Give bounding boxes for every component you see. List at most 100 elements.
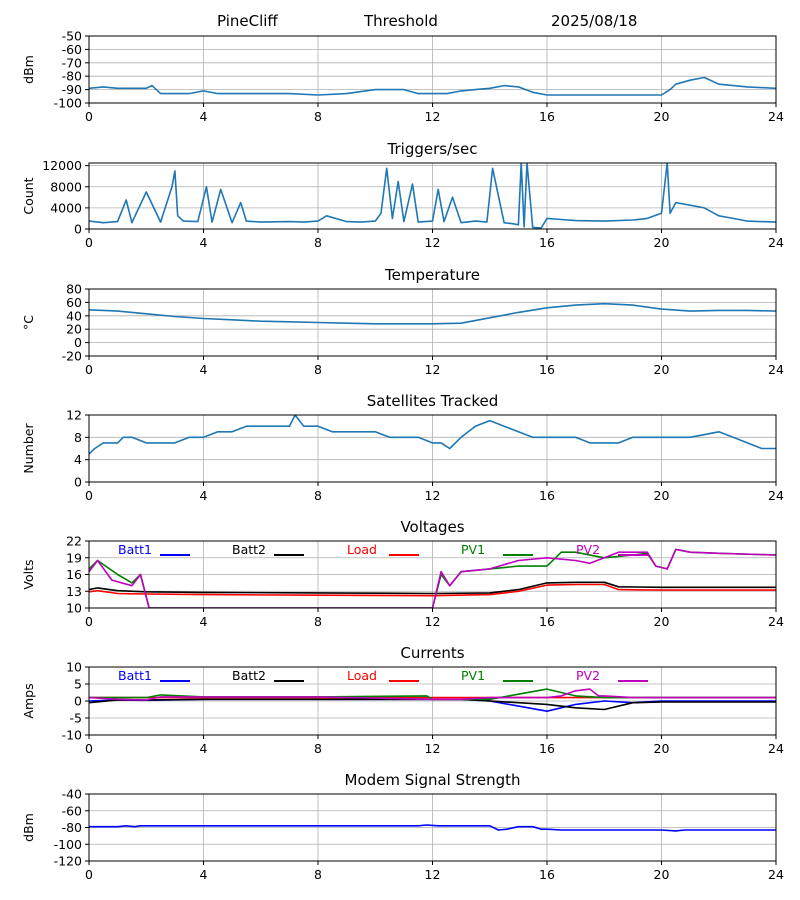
temperature-xtick-label: 20 bbox=[654, 362, 670, 377]
voltages-legend-batt1: Batt1 bbox=[118, 542, 152, 557]
satellites-xtick-label: 4 bbox=[200, 488, 208, 503]
temperature-xtick-label: 16 bbox=[539, 362, 555, 377]
satellites-series-line bbox=[89, 415, 776, 455]
satellites-xtick-label: 8 bbox=[314, 488, 322, 503]
triggers-plot bbox=[85, 162, 777, 233]
triggers-title: Triggers/sec bbox=[387, 140, 478, 158]
signal-xtick-label: 16 bbox=[539, 109, 555, 124]
triggers-ytick-label: 8000 bbox=[50, 179, 82, 194]
satellites-title: Satellites Tracked bbox=[367, 392, 498, 410]
modem-ylabel: dBm bbox=[21, 813, 36, 842]
triggers-ytick-label: 0 bbox=[74, 222, 82, 237]
satellites-ytick-label: 8 bbox=[74, 430, 82, 445]
satellites-plot bbox=[85, 414, 777, 486]
currents-xtick-label: 8 bbox=[314, 741, 322, 756]
voltages-xtick-label: 8 bbox=[314, 614, 322, 629]
currents-ylabel: Amps bbox=[21, 683, 36, 718]
modem-series-line bbox=[89, 824, 776, 832]
header-mode: Threshold bbox=[364, 12, 438, 30]
currents-title: Currents bbox=[400, 644, 464, 662]
currents-ytick-label: 10 bbox=[66, 660, 82, 675]
satellites-ytick-label: 12 bbox=[66, 408, 82, 423]
currents-batt2-line bbox=[89, 698, 776, 711]
signal-ytick-label: -50 bbox=[62, 29, 82, 44]
signal-xtick-label: 0 bbox=[85, 109, 93, 124]
modem-ytick-label: -40 bbox=[62, 787, 82, 802]
currents-ytick-label: 5 bbox=[74, 677, 82, 692]
currents-legend-batt1: Batt1 bbox=[118, 668, 152, 683]
modem-title: Modem Signal Strength bbox=[345, 771, 521, 789]
modem-ytick-label: -60 bbox=[62, 803, 82, 818]
voltages-ytick-label: 13 bbox=[66, 584, 82, 599]
triggers-xtick-label: 16 bbox=[539, 235, 555, 250]
currents-legend-batt2: Batt2 bbox=[232, 668, 266, 683]
voltages-legend-pv2: PV2 bbox=[576, 542, 600, 557]
temperature-ytick-label: 40 bbox=[66, 308, 82, 323]
voltages-xtick-label: 4 bbox=[200, 614, 208, 629]
satellites-xtick-label: 20 bbox=[654, 488, 670, 503]
temperature-series-line bbox=[89, 302, 776, 325]
triggers-xtick-label: 12 bbox=[425, 235, 441, 250]
currents-legend-load: Load bbox=[347, 668, 377, 683]
currents-ytick-label: -10 bbox=[62, 728, 82, 743]
voltages-xtick-label: 16 bbox=[539, 614, 555, 629]
satellites-xtick-label: 24 bbox=[768, 488, 784, 503]
temperature-ytick-label: 60 bbox=[66, 295, 82, 310]
modem-ytick-label: -80 bbox=[62, 820, 82, 835]
voltages-legend-batt2: Batt2 bbox=[232, 542, 266, 557]
currents-pv2-line bbox=[89, 688, 776, 701]
currents-xtick-label: 4 bbox=[200, 741, 208, 756]
voltages-plot bbox=[85, 540, 777, 612]
satellites-ylabel: Number bbox=[21, 423, 36, 474]
signal-xtick-label: 12 bbox=[425, 109, 441, 124]
currents-xtick-label: 0 bbox=[85, 741, 93, 756]
currents-legend-pv2: PV2 bbox=[576, 668, 600, 683]
satellites-ytick-label: 4 bbox=[74, 452, 82, 467]
signal-ytick-label: -100 bbox=[54, 96, 82, 111]
triggers-xtick-label: 0 bbox=[85, 235, 93, 250]
temperature-plot bbox=[85, 288, 777, 360]
currents-ytick-label: -5 bbox=[70, 711, 82, 726]
modem-xtick-label: 8 bbox=[314, 867, 322, 882]
voltages-pv2-line bbox=[89, 548, 776, 608]
header-site: PineCliff bbox=[217, 12, 278, 30]
modem-ytick-label: -100 bbox=[54, 837, 82, 852]
voltages-ylabel: Volts bbox=[21, 559, 36, 589]
signal-ytick-label: -60 bbox=[62, 42, 82, 57]
voltages-legend-load: Load bbox=[347, 542, 377, 557]
modem-xtick-label: 0 bbox=[85, 867, 93, 882]
voltages-xtick-label: 0 bbox=[85, 614, 93, 629]
modem-xtick-label: 20 bbox=[654, 867, 670, 882]
voltages-ytick-label: 19 bbox=[66, 550, 82, 565]
temperature-ytick-label: 80 bbox=[66, 282, 82, 297]
currents-plot bbox=[85, 666, 777, 739]
currents-xtick-label: 24 bbox=[768, 741, 784, 756]
signal-ytick-label: -80 bbox=[62, 69, 82, 84]
triggers-xtick-label: 8 bbox=[314, 235, 322, 250]
modem-ytick-label: -120 bbox=[54, 854, 82, 869]
triggers-ytick-label: 12000 bbox=[42, 158, 82, 173]
triggers-xtick-label: 20 bbox=[654, 235, 670, 250]
currents-xtick-label: 20 bbox=[654, 741, 670, 756]
temperature-xtick-label: 24 bbox=[768, 362, 784, 377]
currents-xtick-label: 12 bbox=[425, 741, 441, 756]
modem-xtick-label: 16 bbox=[539, 867, 555, 882]
triggers-ytick-label: 4000 bbox=[50, 200, 82, 215]
signal-ylabel: dBm bbox=[21, 55, 36, 84]
temperature-ytick-label: 0 bbox=[74, 335, 82, 350]
header-date: 2025/08/18 bbox=[551, 12, 638, 30]
temperature-ytick-label: 20 bbox=[66, 322, 82, 337]
voltages-xtick-label: 24 bbox=[768, 614, 784, 629]
signal-xtick-label: 20 bbox=[654, 109, 670, 124]
signal-plot bbox=[85, 35, 777, 107]
modem-plot bbox=[85, 793, 777, 865]
signal-ytick-label: -90 bbox=[62, 82, 82, 97]
satellites-ytick-label: 0 bbox=[74, 475, 82, 490]
temperature-ylabel: °C bbox=[21, 315, 36, 330]
temperature-xtick-label: 4 bbox=[200, 362, 208, 377]
temperature-ytick-label: -20 bbox=[62, 349, 82, 364]
triggers-xtick-label: 4 bbox=[200, 235, 208, 250]
temperature-xtick-label: 0 bbox=[85, 362, 93, 377]
currents-xtick-label: 16 bbox=[539, 741, 555, 756]
